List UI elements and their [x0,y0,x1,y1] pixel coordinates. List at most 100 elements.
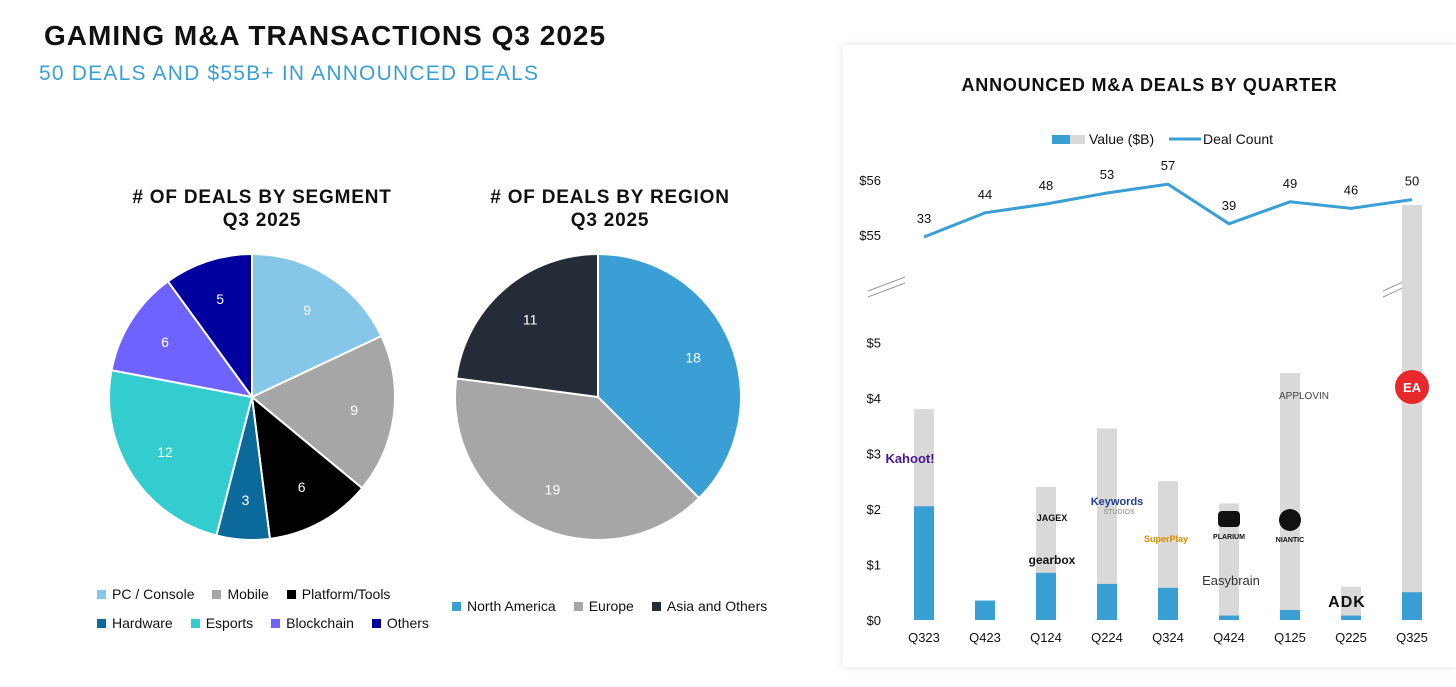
bar-total-q424 [1219,503,1239,620]
pie-slice-pc-console [251,252,383,399]
y-tick-label: $56 [859,173,881,188]
pie-label-hardware: 3 [242,492,250,508]
pie-slice-others [166,252,253,401]
x-tick-label: Q424 [1213,630,1245,645]
region-pie-title-line1: # OF DEALS BY REGION [490,187,730,208]
x-tick-label: Q225 [1335,630,1367,645]
x-tick-label: Q124 [1030,630,1062,645]
legend-swatch [573,601,583,611]
deal-logo-applovin: APPLOVIN [1279,391,1329,402]
legend-swatch [212,589,222,599]
y-tick-label: $3 [867,447,881,462]
legend-swatch-total [1070,135,1085,144]
bar-total-q324 [1158,481,1178,620]
pie-label-asia-and-others: 11 [523,312,538,328]
legend-item-asia-and-others: Asia and Others [651,598,768,614]
legend-label: Mobile [227,586,269,602]
axis-break-mark [867,282,906,298]
bar-value-q324 [1158,587,1178,620]
legend-label-deal-count: Deal Count [1203,131,1273,147]
quarterly-bar-line-chart: $0 $1 $2 $3 $4 $5 $55 $56 Q323 Q423 Q124 Q224 Q324 Q4… [859,131,1429,645]
legend-item-blockchain: Blockchain [271,615,354,631]
bar-value-q125 [1280,610,1300,620]
deal-count-label: 44 [978,187,992,202]
segment-pie-chart: 9 9 6 3 12 6 5 [108,252,396,541]
ea-logo-icon [1395,370,1429,404]
deal-logo-ea: EA [1403,380,1422,395]
legend-label: Esports [205,615,254,631]
pie-label-platform-tools: 6 [298,479,306,495]
bar-value-q323 [914,506,934,620]
bar-value-q423 [975,600,995,620]
legend-row: PC / Console Mobile Platform/Tools [97,586,429,602]
legend-label: Blockchain [286,615,354,631]
segment-pie-title: # OF DEALS BY SEGMENT Q3 2025 [112,186,412,232]
x-tick-label: Q323 [908,630,940,645]
pie-slice-mobile [250,334,396,490]
legend-label: Hardware [112,615,173,631]
pie-slice-esports [108,369,254,537]
region-pie-chart: 18 19 11 [454,252,742,541]
deal-logo-kahoot: Kahoot! [885,451,934,466]
quarterly-deals-panel: ANNOUNCED M&A DEALS BY QUARTER $0 $1 $2 $3 $… [843,45,1456,667]
legend-item-mobile: Mobile [212,586,269,602]
legend-swatch [190,618,200,628]
deal-count-label: 33 [917,211,931,226]
x-tick-label: Q125 [1274,630,1306,645]
bar-total-q125 [1280,373,1300,620]
segment-pie-title-line1: # OF DEALS BY SEGMENT [132,187,392,208]
x-tick-label: Q325 [1396,630,1428,645]
plarium-logo-icon [1218,511,1240,527]
x-tick-label: Q224 [1091,630,1123,645]
deal-count-label: 49 [1283,176,1297,191]
pie-slice-europe [454,377,701,541]
pie-slice-asia-and-others [455,252,599,399]
deal-count-label: 57 [1161,158,1175,173]
deal-logo-plarium: PLARIUM [1213,534,1245,541]
deal-count-line [923,182,1413,239]
legend-swatch [452,601,461,611]
deal-count-label: 48 [1039,178,1053,193]
deal-logo-gearbox: gearbox [1029,553,1076,567]
deal-logo-niantic: NIANTIC [1276,537,1304,544]
region-pie-title-line2: Q3 2025 [570,210,650,231]
x-tick-label: Q324 [1152,630,1184,645]
legend-label: PC / Console [112,586,195,602]
bar-value-q325 [1402,592,1422,620]
segment-pie-title-line2: Q3 2025 [222,210,302,231]
region-pie-legend: North America Europe Asia and Others [452,598,767,627]
y-tick-label: $55 [859,228,881,243]
deal-logo-adk: ADK [1328,594,1366,611]
deal-count-label: 50 [1405,174,1419,189]
legend-row: North America Europe Asia and Others [452,598,767,614]
page-subtitle: 50 DEALS AND $55B+ IN ANNOUNCED DEALS [39,62,540,85]
axis-break-mark [867,276,906,292]
bar-total-q224 [1097,428,1117,620]
bar-value-q124 [1036,572,1056,620]
legend-label: Asia and Others [666,598,768,614]
region-pie-title: # OF DEALS BY REGION Q3 2025 [460,186,760,232]
bar-total-q225 [1341,586,1361,620]
deal-logo-keywords: Keywords [1091,496,1144,508]
x-tick-label: Q423 [969,630,1001,645]
legend-item-platform-tools: Platform/Tools [286,586,391,602]
y-tick-label: $0 [867,613,881,628]
pie-label-blockchain: 6 [161,334,169,350]
pie-slice-platform-tools [250,394,364,540]
legend-item-others: Others [371,615,429,631]
pie-slice-blockchain [110,279,255,399]
bar-value-q424 [1219,615,1239,620]
pie-label-others: 5 [216,291,224,307]
legend-label: Europe [588,598,634,614]
bar-value-q225 [1341,615,1361,620]
legend-label: Platform/Tools [301,586,391,602]
y-tick-label: $2 [867,502,881,517]
legend-swatch [286,589,296,599]
legend-label: Others [386,615,429,631]
pie-slice-north-america [597,252,742,500]
deal-count-label: 53 [1100,167,1114,182]
pie-label-pc-console: 9 [303,302,311,318]
niantic-logo-icon [1279,509,1301,531]
deal-logo-jagex: JAGEX [1037,513,1068,523]
legend-swatch-value [1052,135,1070,144]
